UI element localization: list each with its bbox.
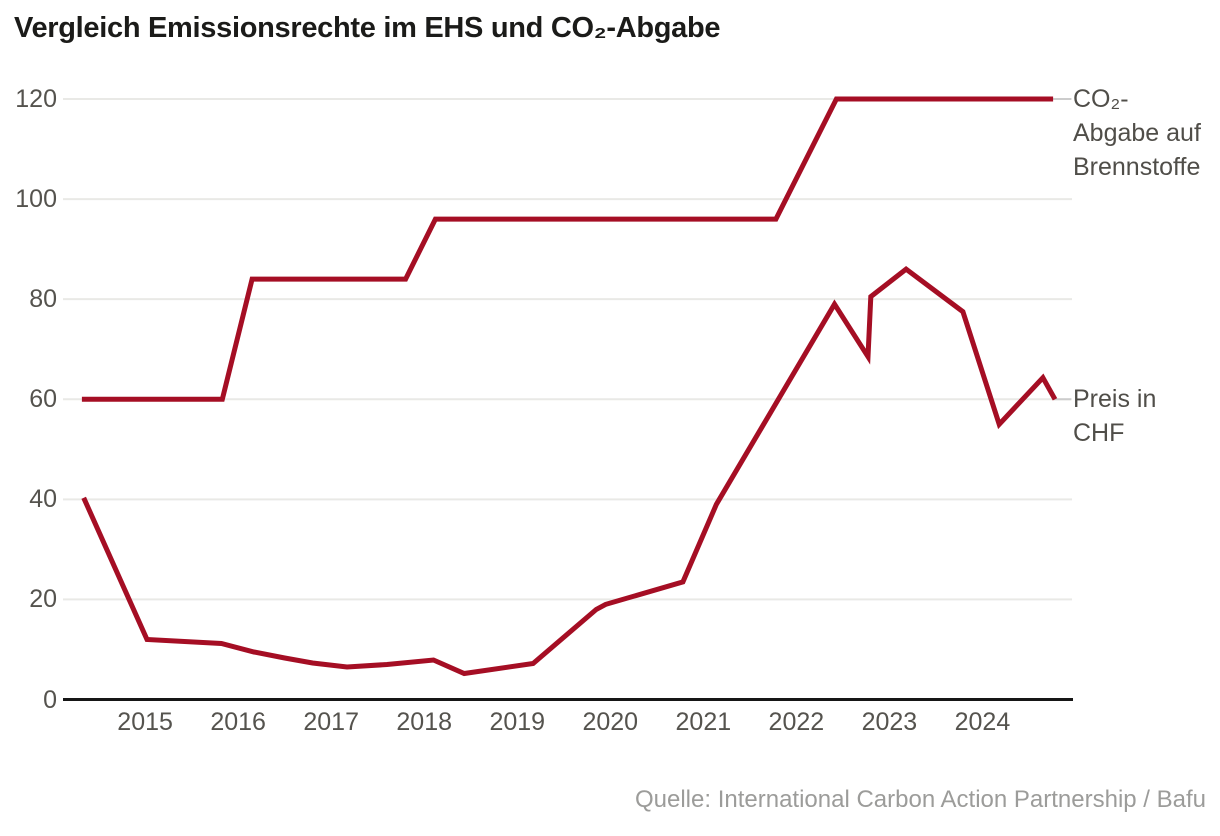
y-tick-label-100: 100 xyxy=(15,185,57,214)
y-tick-label-0: 0 xyxy=(43,685,57,714)
series-label-line: Brennstoffe xyxy=(1073,153,1201,181)
y-tick-label-20: 20 xyxy=(29,585,57,614)
series-label-0: CO₂- Abgabe auf Brennstoffe xyxy=(1073,82,1201,184)
x-tick-label-2021: 2021 xyxy=(675,708,732,736)
x-tick-label-2017: 2017 xyxy=(303,708,359,736)
series-line-0 xyxy=(81,96,1054,402)
x-tick-label-2016: 2016 xyxy=(210,708,266,736)
x-tick-label-2023: 2023 xyxy=(861,708,918,736)
chart-title: Vergleich Emissionsrechte im EHS und CO₂… xyxy=(14,12,721,44)
x-tick-label-2022: 2022 xyxy=(768,708,825,736)
y-tick-label-40: 40 xyxy=(29,485,57,514)
y-tick-label-120: 120 xyxy=(15,85,57,113)
series-label-1: Preis in CHF xyxy=(1073,382,1156,450)
y-tick-label-60: 60 xyxy=(29,385,57,414)
y-tick-label-80: 80 xyxy=(29,285,57,314)
x-tick-label-2019: 2019 xyxy=(489,708,546,736)
x-tick-label-2024: 2024 xyxy=(954,708,1011,736)
series-label-line: CO₂- xyxy=(1073,85,1129,113)
x-tick-label-2020: 2020 xyxy=(582,708,639,736)
x-tick-label-2015: 2015 xyxy=(117,708,173,736)
series-label-line: Abgabe auf xyxy=(1073,119,1201,147)
series-label-line: CHF xyxy=(1073,419,1125,448)
x-tick-label-2018: 2018 xyxy=(396,708,453,736)
source-credit: Quelle: International Carbon Action Part… xyxy=(634,786,1206,813)
series-line-1 xyxy=(81,265,1058,677)
series-label-line: Preis in xyxy=(1073,385,1157,414)
